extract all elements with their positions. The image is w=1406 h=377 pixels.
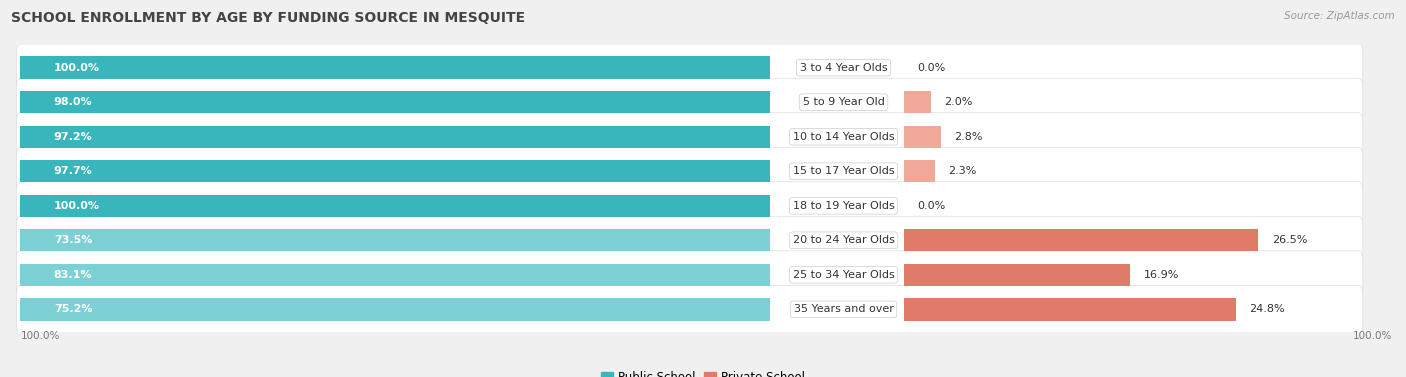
- FancyBboxPatch shape: [17, 147, 1362, 195]
- Bar: [904, 126, 941, 148]
- FancyBboxPatch shape: [17, 182, 1362, 230]
- Text: 20 to 24 Year Olds: 20 to 24 Year Olds: [793, 235, 894, 245]
- Text: 97.7%: 97.7%: [53, 166, 93, 176]
- Text: 35 Years and over: 35 Years and over: [793, 304, 893, 314]
- Bar: [21, 91, 770, 113]
- Bar: [904, 160, 935, 182]
- Bar: [21, 160, 770, 182]
- Text: 75.2%: 75.2%: [53, 304, 93, 314]
- Bar: [904, 298, 1236, 320]
- Text: 2.8%: 2.8%: [955, 132, 983, 142]
- Bar: [21, 57, 770, 79]
- FancyBboxPatch shape: [17, 44, 1362, 92]
- Text: 83.1%: 83.1%: [53, 270, 93, 280]
- Text: 15 to 17 Year Olds: 15 to 17 Year Olds: [793, 166, 894, 176]
- Text: 73.5%: 73.5%: [53, 235, 93, 245]
- Bar: [21, 298, 770, 320]
- Text: 26.5%: 26.5%: [1272, 235, 1308, 245]
- Text: 2.0%: 2.0%: [943, 97, 973, 107]
- Bar: [904, 91, 931, 113]
- Text: 100.0%: 100.0%: [21, 331, 60, 341]
- Text: 18 to 19 Year Olds: 18 to 19 Year Olds: [793, 201, 894, 211]
- FancyBboxPatch shape: [17, 113, 1362, 161]
- Bar: [21, 229, 770, 251]
- Text: 5 to 9 Year Old: 5 to 9 Year Old: [803, 97, 884, 107]
- Text: 24.8%: 24.8%: [1249, 304, 1285, 314]
- Text: 0.0%: 0.0%: [917, 63, 945, 73]
- Text: 2.3%: 2.3%: [948, 166, 976, 176]
- FancyBboxPatch shape: [17, 251, 1362, 299]
- Text: 0.0%: 0.0%: [917, 201, 945, 211]
- Text: 100.0%: 100.0%: [1353, 331, 1392, 341]
- Text: Source: ZipAtlas.com: Source: ZipAtlas.com: [1284, 11, 1395, 21]
- FancyBboxPatch shape: [17, 78, 1362, 126]
- FancyBboxPatch shape: [17, 216, 1362, 264]
- Text: 16.9%: 16.9%: [1143, 270, 1178, 280]
- Bar: [904, 264, 1130, 286]
- Bar: [904, 229, 1258, 251]
- Text: 25 to 34 Year Olds: 25 to 34 Year Olds: [793, 270, 894, 280]
- Text: 10 to 14 Year Olds: 10 to 14 Year Olds: [793, 132, 894, 142]
- Legend: Public School, Private School: Public School, Private School: [596, 366, 810, 377]
- FancyBboxPatch shape: [17, 285, 1362, 333]
- Text: 97.2%: 97.2%: [53, 132, 93, 142]
- Text: SCHOOL ENROLLMENT BY AGE BY FUNDING SOURCE IN MESQUITE: SCHOOL ENROLLMENT BY AGE BY FUNDING SOUR…: [11, 11, 526, 25]
- Bar: [21, 195, 770, 217]
- Text: 98.0%: 98.0%: [53, 97, 93, 107]
- Bar: [21, 264, 770, 286]
- Text: 100.0%: 100.0%: [53, 201, 100, 211]
- Bar: [21, 126, 770, 148]
- Text: 100.0%: 100.0%: [53, 63, 100, 73]
- Text: 3 to 4 Year Olds: 3 to 4 Year Olds: [800, 63, 887, 73]
